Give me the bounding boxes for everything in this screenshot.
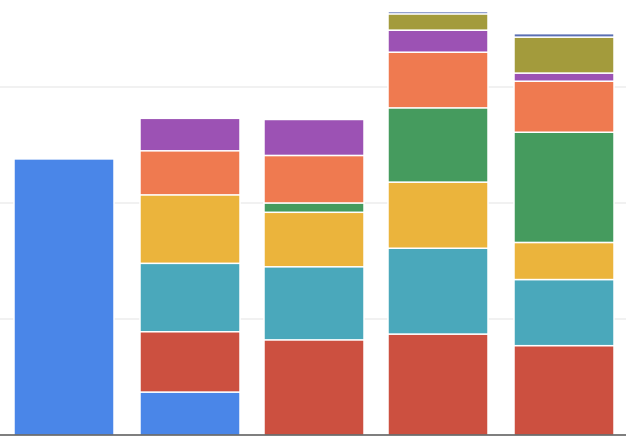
bar-segment-c5-s8: [513, 36, 615, 74]
bar-segment-c3-s2: [263, 339, 365, 436]
bar-segment-c4-s4: [387, 181, 489, 249]
bar-segment-c3-s7: [263, 118, 365, 157]
bar-segment-c5-s5: [513, 131, 615, 244]
bar-segment-c2-s4: [139, 194, 241, 265]
bar-segment-c5-s7: [513, 72, 615, 82]
bar-segment-c5-s6: [513, 80, 615, 133]
bar-segment-c2-s6: [139, 150, 241, 196]
bar-segment-c5-s2: [513, 344, 615, 436]
bar-segment-c3-s5: [263, 202, 365, 214]
bar-segment-c4-s3: [387, 247, 489, 335]
bar-segment-c4-s8: [387, 13, 489, 31]
bar-segment-c5-s4: [513, 241, 615, 281]
bar-segment-c4-s6: [387, 51, 489, 109]
bar-segment-c4-s5: [387, 107, 489, 183]
bar-segment-c1-s1: [13, 158, 115, 436]
bar-segment-c3-s4: [263, 211, 365, 268]
bar-segment-c3-s6: [263, 154, 365, 204]
bar-stack-1: [13, 158, 115, 436]
bar-stack-5: [513, 32, 615, 436]
bar-segment-c4-s2: [387, 333, 489, 436]
bar-segment-c2-s2: [139, 331, 241, 393]
bar-segment-c4-s9: [387, 10, 489, 15]
bar-segment-c4-s7: [387, 29, 489, 53]
bar-segment-c2-s3: [139, 262, 241, 333]
bar-segment-c3-s3: [263, 266, 365, 341]
bar-stack-4: [387, 10, 489, 436]
bar-segment-c5-s9: [513, 32, 615, 38]
bar-stack-3: [263, 118, 365, 436]
bar-segment-c5-s3: [513, 278, 615, 347]
bar-segment-c2-s1: [139, 391, 241, 436]
bars: [13, 10, 615, 436]
bar-stack-2: [139, 117, 241, 436]
bar-segment-c2-s7: [139, 117, 241, 152]
